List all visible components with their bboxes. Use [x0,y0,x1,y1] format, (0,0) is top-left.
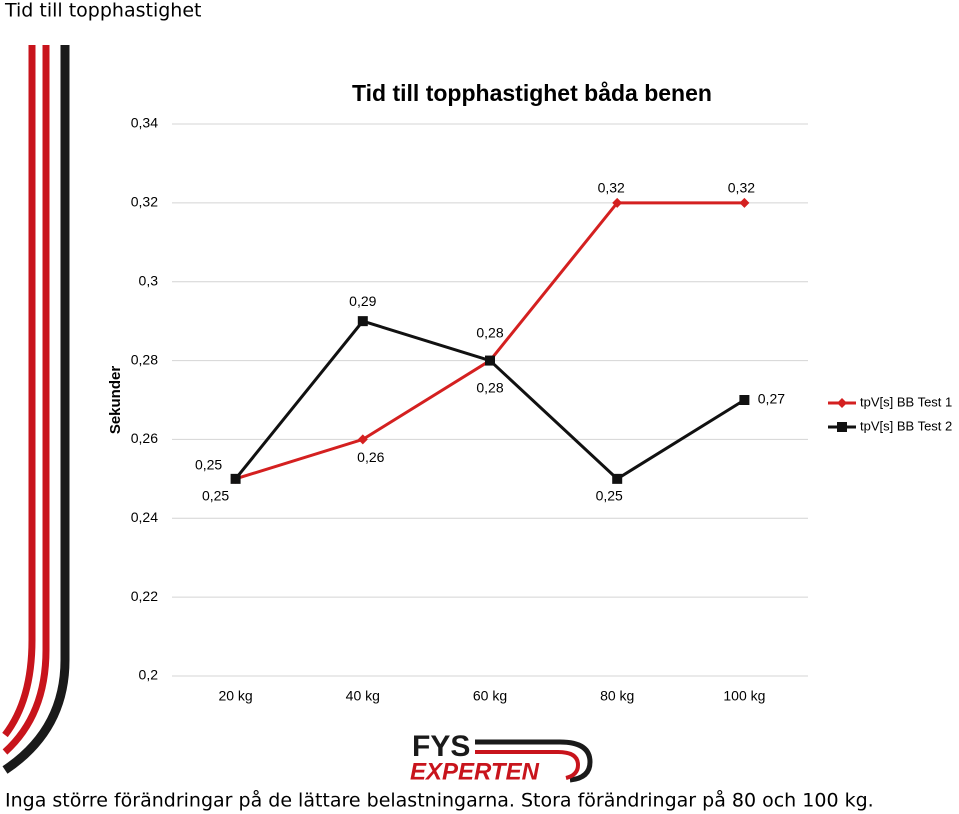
data-label: 0,26 [357,449,384,465]
data-label: 0,28 [476,324,503,340]
y-tick-label: 0,28 [131,351,158,367]
y-axis-label: Sekunder [107,366,124,435]
logo-text: FYS [412,730,470,763]
marker [485,355,495,366]
slide-title: Tid till topphastighet [4,0,201,22]
marker [739,395,750,405]
data-label: 0,25 [202,488,229,504]
y-tick-label: 0,22 [131,588,158,604]
x-tick-label: 20 kg [218,688,252,704]
stripe [2,45,50,755]
y-tick-label: 0,2 [139,667,159,683]
x-tick-label: 60 kg [473,688,507,704]
y-tick-label: 0,26 [131,430,158,446]
marker [357,434,368,445]
marker [612,197,623,208]
legend-label: tpV[s] BB Test 2 [860,418,952,433]
x-tick-label: 80 kg [600,688,634,704]
x-tick-label: 100 kg [723,688,765,704]
y-tick-label: 0,32 [131,194,158,210]
data-label: 0,32 [598,180,625,196]
logo-swoosh [475,739,593,783]
logo-text: EXPERTEN [410,758,540,785]
data-label: 0,32 [728,180,755,196]
y-tick-label: 0,34 [131,115,158,131]
stripe [2,45,36,738]
data-label: 0,28 [476,379,503,395]
y-tick-label: 0,3 [139,272,159,288]
logo: FYS EXPERTEN [410,730,593,785]
data-label: 0,27 [758,391,785,407]
data-label: 0,25 [596,488,623,504]
caption: Inga större förändringar på de lättare b… [5,789,874,812]
line [235,201,745,481]
x-tick-label: 40 kg [346,688,380,704]
data-label: 0,25 [195,457,222,473]
legend-label: tpV[s] BB Test 1 [860,394,952,409]
marker [837,398,847,408]
marker [612,473,623,484]
stripe [2,45,70,774]
marker [739,197,750,208]
y-tick-label: 0,24 [131,509,158,525]
data-label: 0,29 [349,293,376,309]
marker [357,316,368,327]
marker [230,473,241,484]
marker [837,422,847,432]
chart-title: Tid till topphastighet båda benen [352,80,712,106]
decoration [2,45,70,774]
logo-swoosh [475,750,581,780]
